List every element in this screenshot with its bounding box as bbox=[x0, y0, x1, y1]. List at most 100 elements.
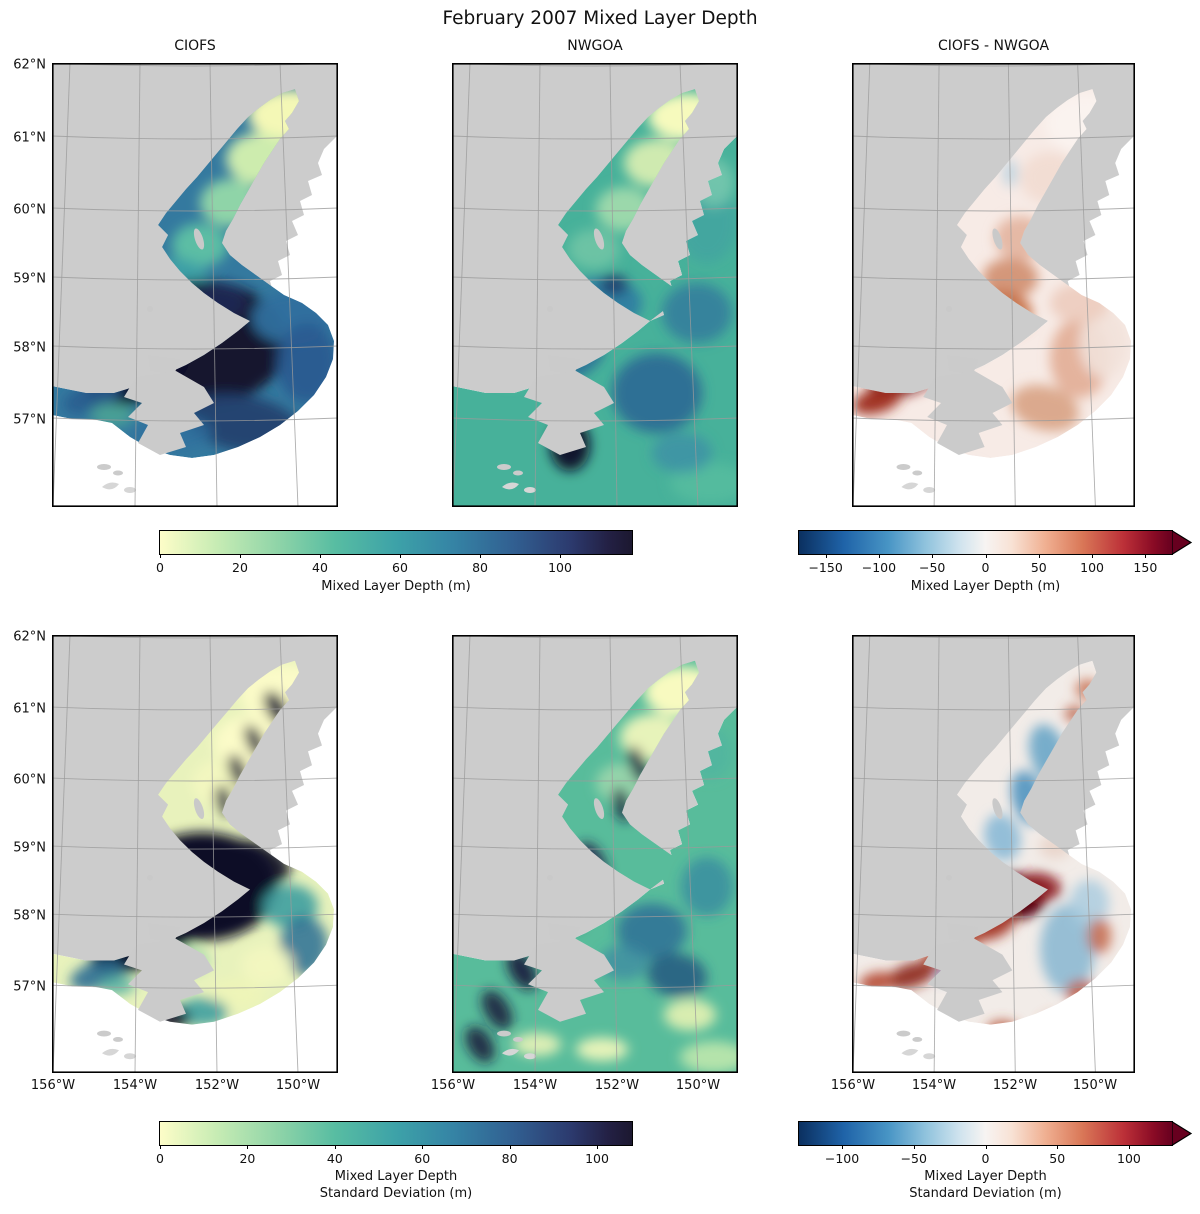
lon-tick-label: 156°W bbox=[830, 1078, 876, 1093]
lon-tick-label: 156°W bbox=[30, 1078, 76, 1093]
lon-tick-label: 150°W bbox=[275, 1078, 321, 1093]
island-trinity bbox=[912, 1036, 923, 1042]
island-kalgin bbox=[992, 228, 1003, 250]
island-kalgin bbox=[992, 798, 1003, 820]
lat-tick-label: 58°N bbox=[13, 908, 46, 924]
island-kodiak bbox=[524, 371, 614, 455]
lat-tick-label: 57°N bbox=[13, 979, 46, 995]
island-kodiak bbox=[923, 938, 1013, 1022]
lon-tick-label: 150°W bbox=[1072, 1078, 1118, 1093]
colorbar-tick bbox=[509, 1145, 511, 1149]
colorbar-mld-std-diff: −100 −50 0 50 100 bbox=[798, 1121, 1173, 1166]
island-trinity bbox=[896, 1030, 911, 1037]
map-frame bbox=[852, 63, 1135, 507]
colorbar-tick bbox=[932, 554, 934, 558]
map-frame bbox=[852, 635, 1135, 1073]
colorbar-tick-label: 60 bbox=[414, 1151, 431, 1166]
colorbar-tick-label: 0 bbox=[981, 560, 990, 575]
colorbar-tick bbox=[913, 1145, 915, 1149]
island-augustine bbox=[547, 306, 553, 312]
island-trinity bbox=[497, 1030, 511, 1037]
map-frame bbox=[452, 635, 738, 1073]
colorbar-tick bbox=[825, 554, 827, 558]
island-trinity bbox=[97, 1030, 111, 1037]
map-diff-mld bbox=[852, 63, 1135, 507]
island-kodiak bbox=[124, 371, 214, 455]
island-augustine bbox=[147, 306, 153, 312]
island-trinity bbox=[97, 464, 111, 470]
island-augustine bbox=[946, 306, 952, 312]
lon-tick-label: 150°W bbox=[675, 1078, 721, 1093]
colorbar-tick bbox=[560, 554, 562, 558]
colorbar-tick-label: 20 bbox=[239, 1151, 256, 1166]
island-kodiak bbox=[946, 355, 979, 375]
colorbar-tick bbox=[160, 554, 161, 558]
lat-tick-label: 60°N bbox=[13, 772, 46, 788]
colorbar-tick-label: −50 bbox=[918, 560, 946, 575]
island-augustine bbox=[147, 874, 153, 881]
lat-tick-label: 60°N bbox=[13, 202, 46, 218]
colorbar-tick bbox=[320, 554, 321, 558]
island-trinity bbox=[513, 470, 523, 476]
map-ciofs-mld-std bbox=[52, 635, 338, 1073]
lon-tick-label: 152°W bbox=[194, 1078, 240, 1093]
island-kodiak bbox=[524, 938, 614, 1022]
map-ciofs-mld bbox=[52, 63, 338, 507]
graticule bbox=[52, 63, 338, 507]
island-trinity bbox=[113, 1036, 123, 1042]
island-kalgin bbox=[593, 798, 605, 820]
colorbar-tick bbox=[1145, 554, 1147, 558]
island-semidi bbox=[502, 1048, 519, 1056]
lat-tick-label: 61°N bbox=[13, 701, 46, 717]
island-semidi bbox=[923, 487, 936, 493]
island-semidi bbox=[901, 1048, 919, 1056]
lat-tick-label: 62°N bbox=[13, 629, 46, 645]
island-kalgin bbox=[193, 228, 205, 250]
figure-title: February 2007 Mixed Layer Depth bbox=[442, 8, 758, 29]
colorbar-mld-diff: −150 −100 −50 0 50 100 150 bbox=[798, 530, 1173, 575]
colorbar-tick bbox=[247, 1145, 249, 1149]
colorbar-tick-label: 150 bbox=[1133, 560, 1158, 575]
colorbar-tick-label: 80 bbox=[472, 560, 488, 575]
lat-tick-label: 58°N bbox=[13, 340, 46, 356]
lon-tick-label: 154°W bbox=[911, 1078, 957, 1093]
colorbar-mld-std-diff-label: Mixed Layer Depth Standard Deviation (m) bbox=[798, 1168, 1173, 1202]
graticule bbox=[52, 635, 338, 1073]
graticule bbox=[852, 635, 1135, 1073]
colorbar-tick bbox=[597, 1145, 599, 1149]
map-diff-mld-std bbox=[852, 635, 1135, 1073]
colorbar-tick-label: 0 bbox=[156, 1151, 164, 1166]
island-semidi bbox=[524, 487, 536, 493]
colorbar-tick bbox=[1038, 554, 1040, 558]
colorbar-tick bbox=[240, 554, 241, 558]
island-kodiak bbox=[548, 923, 580, 943]
colorbar-tick bbox=[878, 554, 880, 558]
colorbar-mld-diff-extend-arrow bbox=[1172, 530, 1193, 555]
colorbar-tick bbox=[1057, 1145, 1059, 1149]
lon-tick-label: 152°W bbox=[594, 1078, 640, 1093]
panel-title-ciofs-minus-nwgoa: CIOFS - NWGOA bbox=[937, 38, 1050, 54]
island-semidi bbox=[102, 482, 119, 490]
island-augustine bbox=[946, 874, 952, 881]
island-kodiak bbox=[946, 923, 979, 943]
colorbar-mld-std-diff-label-line1: Mixed Layer Depth bbox=[924, 1169, 1047, 1184]
colorbar-mld-std-diff-label-line2: Standard Deviation (m) bbox=[909, 1186, 1062, 1201]
colorbar-tick bbox=[842, 1145, 844, 1149]
island-kodiak bbox=[148, 923, 180, 943]
island-kodiak bbox=[923, 371, 1013, 455]
colorbar-mld-std-label: Mixed Layer Depth Standard Deviation (m) bbox=[159, 1168, 633, 1202]
island-semidi bbox=[923, 1053, 936, 1060]
colorbar-tick-label: −100 bbox=[824, 1151, 860, 1166]
colorbar-tick-label: 100 bbox=[585, 1151, 609, 1166]
colorbar-mld-std-diff-extend-arrow bbox=[1172, 1121, 1193, 1146]
colorbar-tick-label: 20 bbox=[232, 560, 248, 575]
colorbar-tick-label: 100 bbox=[1117, 1151, 1141, 1166]
colorbar-tick bbox=[422, 1145, 424, 1149]
lon-tick-label: 156°W bbox=[430, 1078, 476, 1093]
island-trinity bbox=[113, 470, 123, 476]
colorbar-tick-label: −100 bbox=[861, 560, 897, 575]
colorbar-tick bbox=[160, 1145, 161, 1149]
colorbar-mld-label: Mixed Layer Depth (m) bbox=[321, 579, 471, 594]
colorbar-mld-std-label-line1: Mixed Layer Depth bbox=[334, 1169, 458, 1184]
